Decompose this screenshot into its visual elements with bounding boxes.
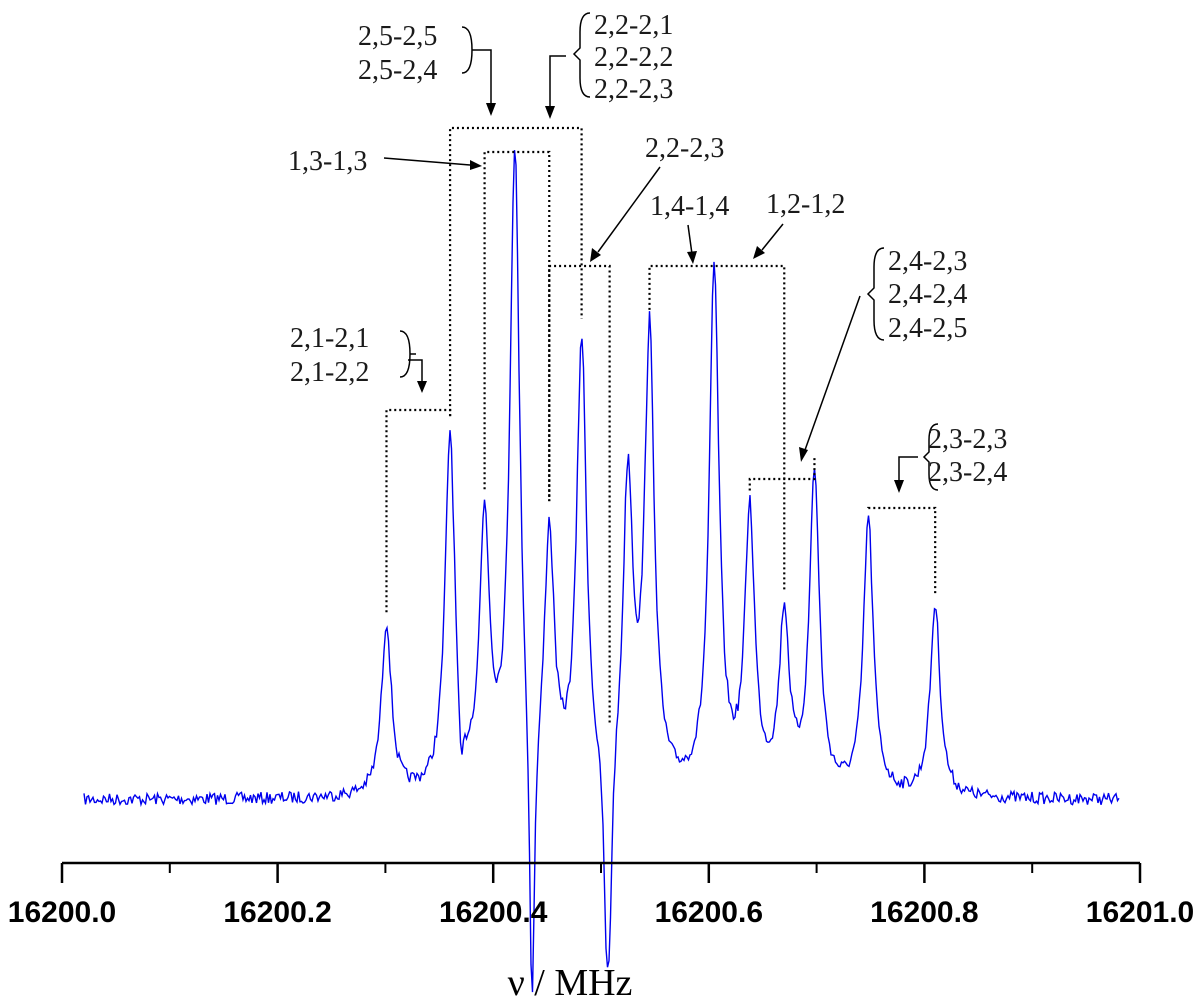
- doublet-bracket: [483, 150, 551, 502]
- x-axis-title: ν / MHz: [508, 962, 633, 1003]
- doublet-bracket: [748, 455, 816, 491]
- doublet-bracket: [648, 264, 786, 592]
- arrow-head: [753, 246, 765, 259]
- annotation-label: 1,2-1,2: [766, 189, 845, 220]
- annotation-2-2-group: 2,2-2,1 2,2-2,2 2,2-2,3: [545, 10, 673, 119]
- annotation-arrow: [549, 55, 566, 108]
- arrow-head: [894, 480, 904, 493]
- annotation-brace: [866, 247, 885, 341]
- arrow-head: [799, 447, 808, 462]
- x-tick-label: 16200.0: [8, 896, 116, 929]
- arrow-head: [545, 106, 555, 119]
- annotation-label: 2,2-2,2: [594, 42, 673, 73]
- annotation-1-2: 1,2-1,2: [753, 189, 845, 259]
- annotation-label: 2,4-2,3: [888, 246, 967, 277]
- arrow-head: [687, 251, 697, 264]
- annotation-brace: [572, 12, 591, 98]
- annotation-label: 1,4-1,4: [650, 191, 729, 222]
- x-tick-label: 16200.2: [223, 896, 331, 929]
- annotation-arrow: [478, 49, 492, 105]
- annotation-1-3: 1,3-1,3: [288, 146, 482, 177]
- annotation-arrow: [804, 295, 861, 451]
- annotation-label: 2,2-2,1: [594, 10, 673, 41]
- arrow-head: [470, 160, 482, 170]
- annotation-label: 2,1-2,2: [290, 357, 369, 388]
- annotation-2-5: 2,5-2,5 2,5-2,4: [358, 21, 496, 116]
- annotation-arrow: [408, 359, 423, 383]
- doublet-bracket: [867, 506, 937, 596]
- doublet-bracket: [448, 126, 583, 417]
- annotation-brace: [461, 26, 478, 74]
- annotation-label: 2,5-2,4: [358, 55, 437, 86]
- spectrum-line: [83, 150, 1120, 993]
- annotation-arrow: [383, 157, 471, 166]
- annotation-2-3: 2,3-2,3 2,3-2,4: [894, 423, 1007, 493]
- arrow-head: [590, 248, 601, 262]
- annotation-label: 2,1-2,1: [290, 323, 369, 354]
- annotation-label: 1,3-1,3: [288, 146, 367, 177]
- doublet-bracket: [548, 264, 611, 726]
- annotation-label: 2,3-2,4: [928, 457, 1007, 488]
- annotation-label: 2,3-2,3: [928, 424, 1007, 455]
- x-tick-label: 16200.6: [655, 896, 763, 929]
- doublet-bracket: [385, 408, 452, 613]
- annotation-label: 2,4-2,4: [888, 279, 967, 310]
- annotation-arrow: [399, 330, 416, 378]
- annotation-label: 2,4-2,5: [888, 313, 967, 344]
- doublet-brackets: [385, 126, 937, 726]
- annotation-arrow: [687, 224, 693, 255]
- plot-area: [83, 150, 1120, 993]
- arrow-head: [486, 103, 496, 116]
- annotation-label: 2,2-2,3: [645, 133, 724, 164]
- annotation-label: 2,5-2,5: [358, 21, 437, 52]
- annotation-arrow: [898, 456, 918, 482]
- annotation-label: 2,2-2,3: [594, 74, 673, 105]
- annotation-arrow: [597, 166, 661, 253]
- annotation-brace: [922, 423, 939, 491]
- arrow-head: [417, 381, 427, 393]
- x-tick-label: 16200.4: [439, 896, 548, 929]
- x-tick-label: 16201.0: [1086, 896, 1194, 929]
- annotation-2-1: 2,1-2,1 2,1-2,2: [290, 323, 427, 393]
- annotations: 2,1-2,1 2,1-2,2 2,5-2,5 2,5-2,4 2,2-2,1 …: [288, 10, 1007, 493]
- annotation-2-4: 2,4-2,3 2,4-2,4 2,4-2,5: [799, 246, 967, 462]
- annotation-arrow: [761, 223, 784, 251]
- annotation-2-2-single: 2,2-2,3: [590, 133, 724, 262]
- x-tick-label: 16200.8: [870, 896, 978, 929]
- annotation-1-4: 1,4-1,4: [650, 191, 729, 264]
- x-ticks: 16200.0 16200.2 16200.4 16200.6 16200.8 16201…: [8, 863, 1194, 929]
